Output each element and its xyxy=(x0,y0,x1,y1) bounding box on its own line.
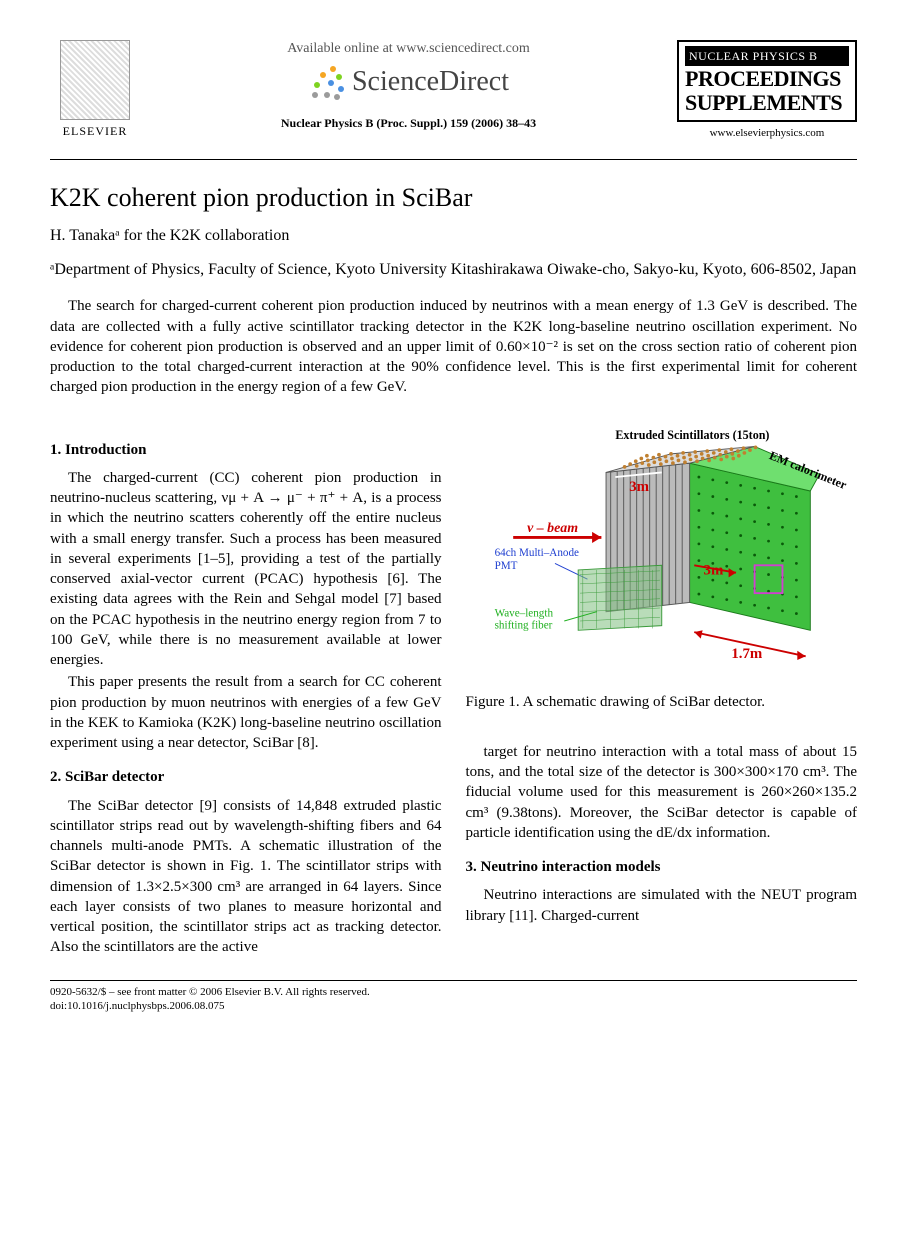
figure-1-caption: Figure 1. A schematic drawing of SciBar … xyxy=(466,692,858,712)
right-column: Extruded Scintillators (15ton)3mEM calor… xyxy=(466,426,858,960)
figure-1: Extruded Scintillators (15ton)3mEM calor… xyxy=(466,426,858,712)
intro-paragraph-1: The charged-current (CC) coherent pion p… xyxy=(50,468,442,671)
journal-proceedings: PROCEEDINGS xyxy=(685,68,849,90)
affiliation: ᵃDepartment of Physics, Faculty of Scien… xyxy=(50,259,857,281)
detector-paragraph-1: The SciBar detector [9] consists of 14,8… xyxy=(50,796,442,958)
body-columns: 1. Introduction The charged-current (CC)… xyxy=(50,426,857,960)
intro-paragraph-2: This paper presents the result from a se… xyxy=(50,672,442,753)
svg-text:ν – beam: ν – beam xyxy=(527,520,578,535)
journal-supplements: SUPPLEMENTS xyxy=(685,92,849,114)
journal-box-block: NUCLEAR PHYSICS B PROCEEDINGS SUPPLEMENT… xyxy=(677,40,857,141)
svg-text:3m: 3m xyxy=(629,479,649,495)
page-footer: 0920-5632/$ – see front matter © 2006 El… xyxy=(50,980,857,1015)
svg-text:PMT: PMT xyxy=(494,560,517,572)
footer-doi: doi:10.1016/j.nuclphysbps.2006.08.075 xyxy=(50,999,857,1014)
elsevier-label: ELSEVIER xyxy=(63,123,128,139)
journal-reference: Nuclear Physics B (Proc. Suppl.) 159 (20… xyxy=(281,115,536,131)
section-heading-models: 3. Neutrino interaction models xyxy=(466,857,858,877)
header-rule xyxy=(50,159,857,160)
sciencedirect-dots-icon xyxy=(308,64,344,100)
publisher-logo-block: ELSEVIER xyxy=(50,40,140,139)
available-online-text: Available online at www.sciencedirect.co… xyxy=(287,40,530,59)
abstract: The search for charged-current coherent … xyxy=(50,296,857,397)
section-heading-detector: 2. SciBar detector xyxy=(50,767,442,787)
journal-bar: NUCLEAR PHYSICS B xyxy=(685,46,849,66)
sciencedirect-logo: ScienceDirect xyxy=(308,63,509,101)
authors: H. Tanakaᵃ for the K2K collaboration xyxy=(50,225,857,247)
elsevier-physics-url: www.elsevierphysics.com xyxy=(710,126,825,141)
paper-title: K2K coherent pion production in SciBar xyxy=(50,180,857,215)
elsevier-tree-icon xyxy=(60,40,130,120)
svg-text:Wave–length: Wave–length xyxy=(494,607,553,619)
footer-copyright: 0920-5632/$ – see front matter © 2006 El… xyxy=(50,985,857,1000)
page-header: ELSEVIER Available online at www.science… xyxy=(50,40,857,141)
detector-paragraph-2: target for neutrino interaction with a t… xyxy=(466,742,858,843)
models-paragraph-1: Neutrino interactions are simulated with… xyxy=(466,885,858,926)
figure-1-image: Extruded Scintillators (15ton)3mEM calor… xyxy=(466,426,858,686)
svg-text:64ch Multi–Anode: 64ch Multi–Anode xyxy=(494,547,578,559)
section-heading-introduction: 1. Introduction xyxy=(50,440,442,460)
svg-text:1.7m: 1.7m xyxy=(731,646,763,662)
sciencedirect-name: ScienceDirect xyxy=(352,63,509,101)
journal-box: NUCLEAR PHYSICS B PROCEEDINGS SUPPLEMENT… xyxy=(677,40,857,122)
svg-text:Extruded Scintillators (15ton): Extruded Scintillators (15ton) xyxy=(615,428,769,442)
left-column: 1. Introduction The charged-current (CC)… xyxy=(50,426,442,960)
header-center: Available online at www.sciencedirect.co… xyxy=(140,40,677,131)
svg-text:shifting fiber: shifting fiber xyxy=(494,619,552,631)
